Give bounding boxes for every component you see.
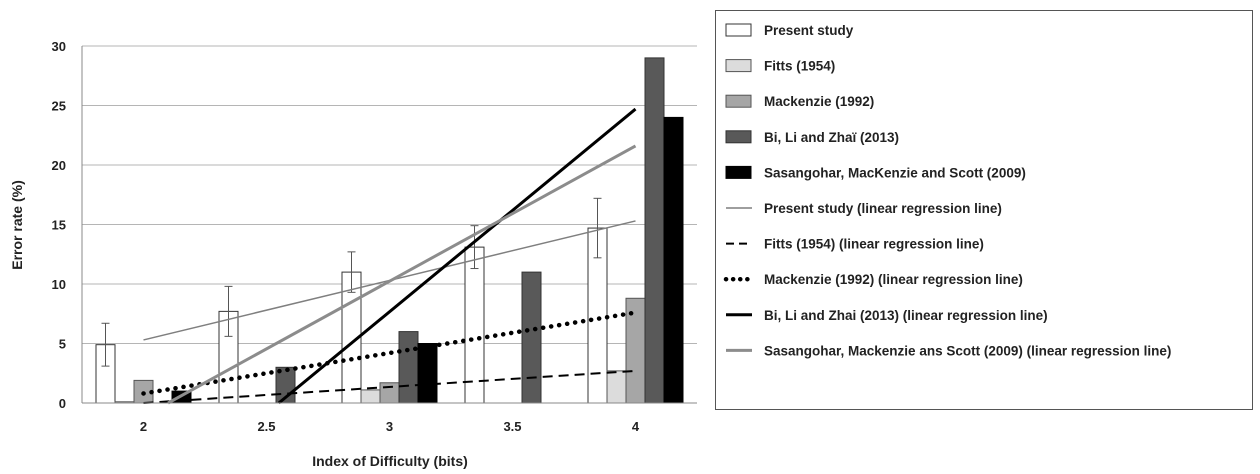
legend-label: Fitts (1954) (linear regression line) — [764, 237, 984, 252]
bar — [417, 343, 438, 404]
x-tick-label: 3.5 — [503, 419, 521, 434]
legend-swatch — [725, 165, 752, 179]
bar — [379, 382, 400, 404]
regression-line — [143, 369, 636, 404]
x-axis-label: Index of Difficulty (bits) — [312, 453, 468, 469]
legend-item: Mackenzie (1992) (linear regression line… — [723, 272, 1023, 287]
legend-item: Mackenzie (1992) — [725, 94, 874, 109]
x-tick-labels: 2 2.5 3 3.5 4 — [140, 419, 640, 434]
legend-label: Sasangohar, MacKenzie and Scott (2009) — [764, 165, 1026, 180]
legend-item: Sasangohar, Mackenzie ans Scott (2009) (… — [726, 343, 1171, 358]
regression-line — [277, 107, 637, 405]
legend-item: Present study (linear regression line) — [726, 201, 1002, 216]
legend-label: Bi, Li and Zhaï (2013) — [764, 130, 899, 145]
regression-line — [167, 144, 637, 405]
bar — [663, 116, 684, 404]
error-bars — [101, 197, 602, 367]
y-tick-label: 25 — [52, 99, 66, 114]
bar — [606, 370, 627, 404]
legend-item: Sasangohar, MacKenzie and Scott (2009) — [725, 165, 1026, 180]
y-tick-label: 20 — [52, 158, 66, 173]
legend-items: Present study Fitts (1954) Mackenzie (1992… — [723, 23, 1171, 358]
legend-label: Mackenzie (1992) — [764, 94, 874, 109]
legend-item: Fitts (1954) — [725, 59, 835, 74]
y-tick-label: 15 — [52, 218, 66, 233]
legend-label: Sasangohar, Mackenzie ans Scott (2009) (… — [764, 343, 1171, 358]
x-tick-label: 4 — [632, 419, 640, 434]
legend-item: Bi, Li and Zhai (2013) (linear regressio… — [726, 308, 1048, 323]
legend-label: Present study (linear regression line) — [764, 201, 1002, 216]
bar — [464, 246, 485, 404]
y-tick-label: 0 — [59, 396, 66, 411]
y-tick-label: 10 — [52, 277, 66, 292]
legend-swatch — [725, 23, 752, 37]
regression-line — [141, 310, 638, 396]
legend-label: Mackenzie (1992) (linear regression line… — [764, 272, 1023, 287]
y-tick-label: 30 — [52, 39, 66, 54]
axes — [81, 46, 697, 404]
bar — [521, 271, 542, 404]
legend-label: Fitts (1954) — [764, 59, 835, 74]
x-tick-label: 3 — [386, 419, 393, 434]
legend-swatch — [725, 59, 752, 73]
bar — [625, 297, 646, 404]
legend: Present study Fitts (1954) Mackenzie (1992… — [715, 10, 1253, 410]
legend-swatch — [725, 94, 752, 108]
regression-lines — [141, 107, 638, 405]
legend-item: Present study — [725, 23, 854, 38]
y-tick-labels: 0 5 10 15 20 25 30 — [52, 39, 66, 411]
legend-swatch — [725, 130, 752, 144]
legend-item: Fitts (1954) (linear regression line) — [726, 237, 984, 252]
y-tick-label: 5 — [59, 337, 66, 352]
x-tick-label: 2 — [140, 419, 147, 434]
bar — [360, 389, 381, 404]
bar — [398, 331, 419, 404]
legend-label: Bi, Li and Zhai (2013) (linear regressio… — [764, 308, 1048, 323]
y-axis-label: Error rate (%) — [9, 180, 25, 269]
legend-label: Present study — [764, 23, 854, 38]
x-tick-label: 2.5 — [257, 419, 275, 434]
legend-item: Bi, Li and Zhaï (2013) — [725, 130, 899, 145]
bar — [644, 57, 665, 404]
